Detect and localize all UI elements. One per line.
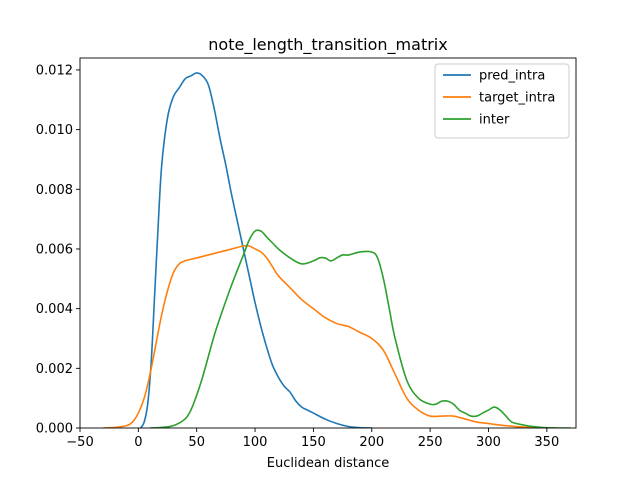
series-line-pred-intra xyxy=(139,72,373,428)
legend-label-pred-intra: pred_intra xyxy=(479,69,545,84)
y-tick-label: 0.004 xyxy=(36,302,73,317)
chart-title: note_length_transition_matrix xyxy=(208,35,447,55)
y-tick-label: 0.000 xyxy=(36,422,73,437)
y-tick-label: 0.002 xyxy=(36,362,73,377)
series-lines xyxy=(102,72,571,428)
legend-label-target-intra: target_intra xyxy=(479,91,555,106)
series-line-inter xyxy=(149,229,571,428)
x-tick-label: 100 xyxy=(243,435,268,450)
legend-label-inter: inter xyxy=(479,113,510,128)
x-tick-label: −50 xyxy=(66,435,93,450)
x-tick-label: 350 xyxy=(534,435,559,450)
y-tick-label: 0.010 xyxy=(36,123,73,138)
x-tick-label: 200 xyxy=(359,435,384,450)
series-line-target-intra xyxy=(102,244,548,428)
x-tick-label: 300 xyxy=(476,435,501,450)
y-tick-label: 0.008 xyxy=(36,183,73,198)
x-tick-label: 250 xyxy=(418,435,443,450)
plot-area: −50 0 50 100 150 200 250 300 350 0.000 0.002 0.004 0… xyxy=(36,57,577,450)
axes-frame xyxy=(79,57,577,429)
x-axis-label: Euclidean distance xyxy=(267,456,390,471)
y-tick-label: 0.006 xyxy=(36,242,73,257)
x-tick-label: 50 xyxy=(188,435,205,450)
x-tick-label: 150 xyxy=(301,435,326,450)
y-tick-label: 0.012 xyxy=(36,63,73,78)
x-tick-label: 0 xyxy=(134,435,142,450)
